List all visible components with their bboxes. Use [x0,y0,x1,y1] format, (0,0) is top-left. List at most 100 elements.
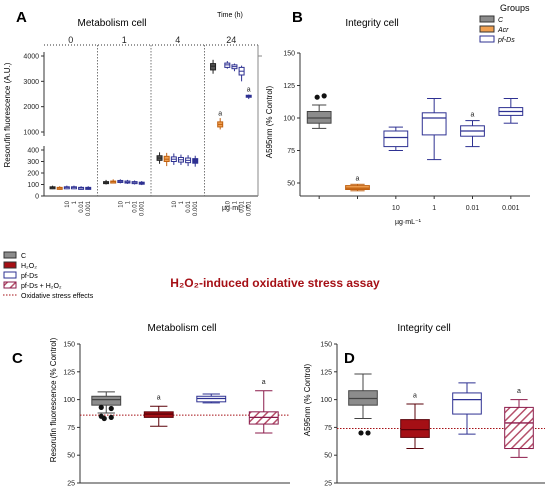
panel-b-1-box [421,112,447,136]
panel-d-pf-ds-box [452,392,482,415]
panel-b-x-tick-label: 0.01 [466,205,480,212]
panel-a-upper-y-tick-label: 1000 [23,130,39,137]
panel-a-letter: A [16,9,27,26]
panel-d-y-tick-label: 25 [324,481,332,488]
panel-c-c-box [91,395,122,406]
panel-a-conc-label: 0.001 [140,200,146,216]
panel-b-ylabel: A595nm (% Control) [265,85,274,158]
panel-a-conc-label: 0.01 [240,200,246,212]
panel-a-conc-label: 10 [65,200,71,207]
panel-c-y-tick-label: 150 [63,342,75,349]
panel-a-conc-label: 0.001 [86,200,92,216]
panel-b-y-tick-label: 125 [283,83,295,90]
legend-top-swatch [479,25,495,33]
panel-a-conc-label: 10 [118,200,124,207]
panel-a-upper-y-tick-label: 2000 [23,104,39,111]
legend-bottom: C H₂O₂ pf-Ds pf-Ds + H₂O₂ Oxidative stress e… [3,251,94,300]
panel-b-y-tick-label: 100 [283,116,295,123]
panel-d-y-tick-label: 50 [324,453,332,460]
panel-a-conc-label: 0.01 [186,200,192,212]
panel-b-10-box [383,130,409,148]
panel-a-time-group-label: 4 [175,35,180,45]
panel-c-y-tick-label: 100 [63,397,75,404]
panel-c-y-tick-label: 25 [67,481,75,488]
panel-a-lower-y-tick-label: 100 [27,182,39,189]
panel-b-title: Integrity cell [345,18,398,29]
panel-c-ylabel: Resorufin fluorescence (% Control) [49,337,58,462]
panel-a-time-group-label: 0 [68,35,73,45]
legend-top-label: Acr [497,27,509,34]
panel-a-conc-label: 0.01 [133,200,139,212]
panel-a-annotation: a [247,86,251,93]
legend-bottom-label: H₂O₂ [21,263,37,270]
panel-d-title: Integrity cell [397,323,450,334]
panel-b-x-tick-label: 1 [432,205,436,212]
legend-bottom-swatch [3,281,17,289]
panel-d-y-tick-label: 75 [324,425,332,432]
legend-bottom-label: C [21,253,26,260]
legend-top-swatch [479,15,495,23]
panel-a-lower-y-tick-label: 300 [27,159,39,166]
panel-b-unit: µg·mL⁻¹ [395,219,422,226]
panel-c-annotation: a [262,379,266,386]
panel-a-time-group-label: 1 [122,35,127,45]
panel-d-pf-ds-h2o2-box [504,406,534,450]
legend-top: C Acr pf-Ds [479,15,515,44]
panel-d-y-tick-label: 150 [320,342,332,349]
panel-c-title: Metabolism cell [148,323,217,334]
legend-top-label: pf-Ds [497,37,515,44]
panel-a-title: Metabolism cell [78,18,147,29]
panel-c-c-outlier [108,414,114,420]
panel-a-conc-label: 1 [232,200,238,204]
panel-d-h2o2-box [400,419,430,438]
panel-d-y-tick-label: 100 [320,397,332,404]
legend-bottom-label: pf-Ds [21,273,38,280]
panel-c-annotation: a [157,395,161,402]
legend-top-title: Groups [500,3,530,13]
panel-a-conc-label: 10 [225,200,231,207]
panel-c-y-tick-label: 125 [63,369,75,376]
legend-bottom-swatch [3,261,17,269]
panel-a-conc-label: 0.001 [193,200,199,216]
panel-a-conc-label: 1 [125,200,131,204]
panel-a-lower-y-tick-label: 400 [27,148,39,155]
panel-c-letter: C [12,350,23,367]
panel-a-conc-label: 0.001 [247,200,253,216]
panel-c-y-tick-label: 50 [67,453,75,460]
panel-c-c-outlier [98,413,104,419]
legend-bottom-label: Oxidative stress effects [21,293,94,300]
panel-a-lower-y-tick-label: 200 [27,171,39,178]
panel-c-y-tick-label: 75 [67,425,75,432]
panel-c-c-outlier [108,405,114,412]
panel-a-conc-label: 0.01 [79,200,85,212]
legend-bottom-swatch [3,271,17,279]
panel-b-annotation: a [356,175,360,182]
panel-d-letter: D [344,350,355,367]
panel-a-time-group-label: 24 [226,35,236,45]
panel-b-C-outlier [321,93,327,99]
panel-a-annotation: a [218,111,222,118]
panel-d-y-tick-label: 125 [320,369,332,376]
panel-d-c-outlier [365,430,371,436]
panel-a-conc-label: 10 [172,200,178,207]
section-title: H₂O₂-induced oxidative stress assay [170,276,380,290]
panel-c-c-outlier [98,404,104,410]
legend-top-label: C [498,17,504,24]
panel-b-x-tick-label: 0.001 [502,205,520,212]
panel-a-upper-y-tick-label: 3000 [23,79,39,86]
panel-a-conc-label: 1 [179,200,185,204]
panel-b-y-tick-label: 50 [287,181,295,188]
panel-b-C-outlier [314,94,320,100]
legend-top-swatch [479,35,495,43]
panel-b-x-tick-label: 10 [392,205,400,212]
panel-a-upper-y-tick-label: 4000 [23,54,39,61]
panel-d-annotation: a [413,392,417,399]
panel-a-unit: µg·mL⁻¹ [222,205,249,212]
panel-a-lower-y-tick-label: 0 [35,194,39,201]
panel-a-ylabel: Resorufin fluorescence (A.U.) [3,62,12,167]
panel-b-annotation: a [471,112,475,119]
legend-bottom-swatch [3,251,17,259]
panel-b-y-tick-label: 150 [283,51,295,58]
